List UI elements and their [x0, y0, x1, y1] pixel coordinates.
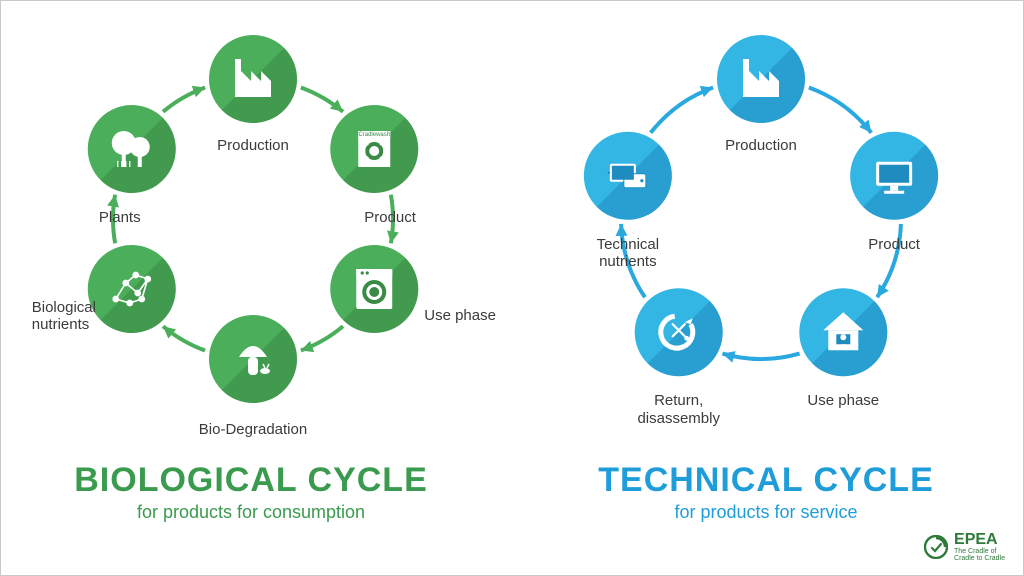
bio-subtitle: for products for consumption [71, 502, 431, 523]
tech-arrowhead-3 [616, 224, 628, 236]
tech-label-technut: Technicalnutrients [568, 236, 688, 271]
epea-logo-text: EPEA The Cradle of Cradle to Cradle [954, 532, 1005, 563]
tech-title-block: Technical Cycle for products for service [586, 461, 946, 523]
bio-title-block: Biological Cycle for products for consum… [71, 461, 431, 523]
bio-label-biodeg: Bio-Degradation [193, 421, 313, 438]
tech-label-product: Product [834, 236, 954, 253]
epea-logo-icon [924, 535, 948, 559]
tech-label-use: Use phase [783, 392, 903, 409]
bio-label-production: Production [193, 137, 313, 154]
epea-logo: EPEA The Cradle of Cradle to Cradle [924, 532, 1005, 563]
bio-label-plants: Plants [60, 209, 180, 226]
tech-label-return: Return,disassembly [619, 392, 739, 427]
tech-subtitle: for products for service [586, 502, 946, 523]
bio-label-product: Product [364, 209, 416, 226]
bio-label-use: Use phase [424, 307, 496, 324]
tech-label-production: Production [701, 137, 821, 154]
bio-label-bionut: Biologicalnutrients [32, 299, 122, 334]
bio-title: Biological Cycle [71, 461, 431, 500]
stage: Cradlewash [0, 0, 1024, 576]
tech-title: Technical Cycle [586, 461, 946, 500]
